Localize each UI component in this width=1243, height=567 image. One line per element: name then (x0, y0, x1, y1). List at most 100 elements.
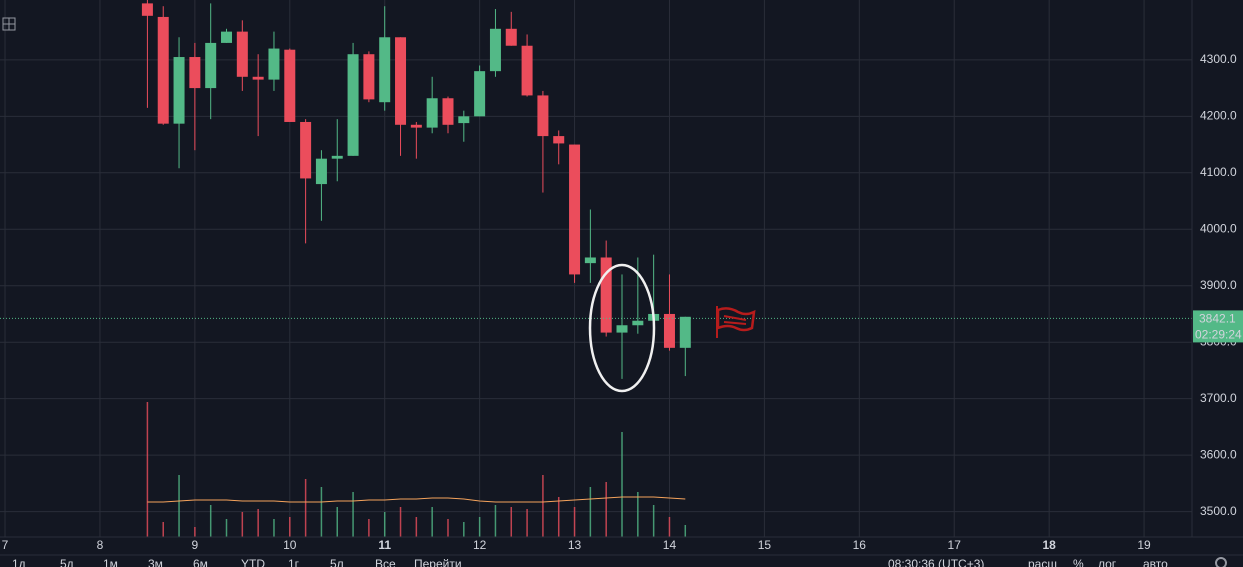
x-tick-label: 13 (568, 538, 582, 552)
candle-body (600, 257, 612, 333)
candle-body (616, 325, 628, 333)
candle-body (173, 57, 185, 124)
candle-body (315, 158, 327, 185)
settings-icon[interactable] (1215, 557, 1227, 567)
volume-bar (304, 479, 307, 537)
candle-body (205, 42, 217, 89)
last-price-badge (1193, 310, 1243, 343)
volume-bar (684, 525, 687, 537)
volume-bar (289, 517, 291, 537)
candle-body (252, 76, 264, 80)
candle-body (489, 28, 501, 72)
y-tick-label: 4100.0 (1200, 165, 1237, 179)
volume-ma-line (147, 496, 686, 503)
volume-bar (383, 512, 386, 537)
candle-body (569, 144, 581, 275)
volume-bar (510, 507, 513, 537)
y-tick-label: 3600.0 (1200, 447, 1237, 461)
x-tick-label: 12 (473, 538, 487, 552)
volume-bar (431, 507, 433, 537)
candle-body (632, 320, 644, 326)
candle-body (379, 37, 391, 103)
range-button[interactable]: 6м (193, 557, 208, 567)
range-button[interactable]: 1м (103, 557, 118, 567)
volume-bar (352, 492, 354, 537)
volume-bar (194, 527, 196, 537)
annotation-ellipse (588, 263, 656, 393)
x-tick-label: 9 (192, 538, 199, 552)
candle-body (521, 45, 533, 96)
range-button[interactable]: 1г (288, 557, 300, 567)
candle-body (141, 3, 153, 16)
y-tick-label: 4200.0 (1200, 108, 1237, 122)
candle-body (347, 54, 359, 156)
candle-body (157, 16, 169, 124)
y-tick-label: 3900.0 (1200, 278, 1237, 292)
volume-bar (399, 507, 402, 537)
axes: 3500.03600.03700.03800.03900.04000.04100… (2, 52, 1243, 552)
candle-body (395, 37, 407, 125)
volume-bar (415, 517, 418, 537)
range-button[interactable]: Все (375, 557, 396, 567)
volume-bar (225, 519, 228, 537)
volume-bar (257, 509, 259, 537)
volume-bar (573, 507, 576, 537)
scale-option[interactable]: авто (1143, 557, 1168, 567)
x-tick-label: 19 (1137, 538, 1151, 552)
volume-bar (478, 517, 481, 537)
candle-body (221, 31, 233, 43)
volume-pane (146, 402, 687, 537)
volume-bar (146, 402, 149, 537)
candle-body (663, 313, 675, 348)
candle-body (300, 121, 312, 179)
volume-bar (368, 519, 370, 537)
last-price-label: 3842.1 (1199, 312, 1236, 326)
candles (0, 0, 1192, 379)
scale-option[interactable]: % (1073, 557, 1084, 567)
x-tick-label: 7 (2, 538, 9, 552)
range-button[interactable]: YTD (241, 557, 265, 567)
range-button[interactable]: 5д (60, 557, 74, 567)
candle-body (584, 257, 596, 264)
volume-bar (273, 519, 275, 537)
volume-bar (320, 487, 323, 537)
volume-bar (162, 522, 164, 537)
x-tick-label: 14 (663, 538, 677, 552)
candle-body (284, 49, 296, 122)
candle-body (537, 95, 549, 137)
candle-body (410, 124, 422, 128)
volume-bar (447, 519, 449, 537)
candle-body (474, 71, 486, 117)
x-tick-label: 17 (948, 538, 962, 552)
toolbar: 1д 5д 1м 3м 6м YTD 1г 5л Все Перейти 08:30:36 (UTC… (12, 557, 1168, 567)
candle-body (458, 116, 470, 124)
candle-body (189, 57, 201, 89)
x-tick-label: 16 (853, 538, 867, 552)
y-tick-label: 3500.0 (1200, 504, 1237, 518)
x-tick-label: 15 (758, 538, 772, 552)
volume-bar (209, 505, 212, 537)
x-tick-label: 18 (1042, 538, 1056, 552)
scale-option[interactable]: расш (1028, 557, 1057, 567)
clock: 08:30:36 (UTC+3) (888, 557, 984, 567)
volume-bar (589, 487, 592, 537)
volume-bar (526, 509, 528, 537)
candle-body (268, 48, 280, 80)
range-button[interactable]: 1д (12, 557, 26, 567)
volume-bar (621, 432, 623, 537)
candle-body (331, 155, 343, 159)
y-tick-label: 4000.0 (1200, 221, 1237, 235)
goto-button[interactable]: Перейти (414, 557, 462, 567)
range-button[interactable]: 3м (148, 557, 163, 567)
scale-option[interactable]: лог (1098, 557, 1117, 567)
candle-body (426, 98, 438, 128)
x-tick-label: 10 (283, 538, 297, 552)
range-button[interactable]: 5л (330, 557, 344, 567)
candle-body (679, 316, 691, 348)
volume-bar (336, 507, 338, 537)
volume-bar (494, 505, 497, 537)
y-tick-label: 3700.0 (1200, 391, 1237, 405)
candle-body (363, 54, 375, 100)
volume-bar (542, 475, 544, 537)
